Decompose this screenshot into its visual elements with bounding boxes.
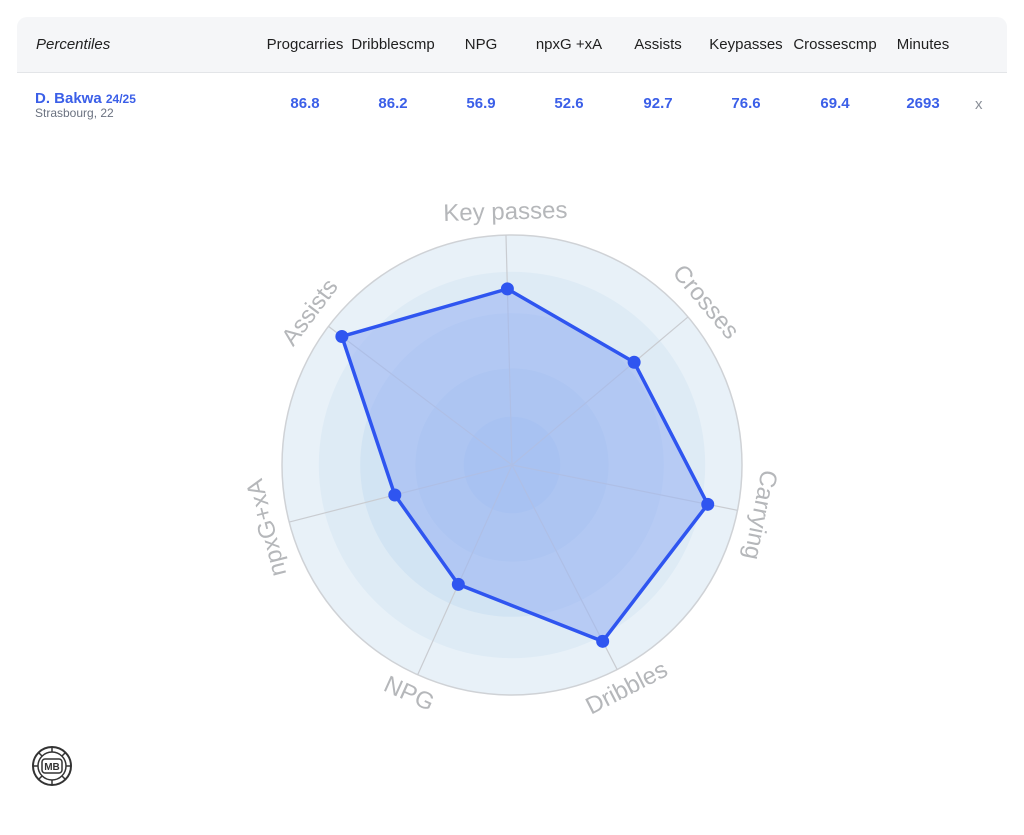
radar-data-point	[451, 577, 465, 591]
player-name-link[interactable]: D. Bakwa 24/25	[35, 90, 136, 107]
radar-data-point	[500, 282, 514, 296]
radar-data-point	[701, 497, 715, 511]
column-header[interactable]: Assists	[613, 17, 703, 72]
radar-data-point	[596, 634, 610, 648]
player-stat-value: 76.6	[731, 95, 761, 112]
player-name[interactable]: D. Bakwa	[35, 90, 102, 107]
player-stat-value: 86.8	[290, 95, 320, 112]
column-header-line: Dribbles	[351, 35, 407, 53]
column-header[interactable]: Minutes	[878, 17, 968, 72]
column-header[interactable]: Dribbles cmp	[348, 17, 438, 72]
table-header-row	[17, 17, 1007, 73]
column-header[interactable]: npxG +xA	[524, 17, 614, 72]
remove-player-button[interactable]: x	[975, 96, 983, 113]
column-header-line: Prog	[266, 35, 299, 53]
radar-data-point	[627, 355, 641, 369]
column-header-line: cmp	[848, 35, 877, 53]
radar-axis-label: Carrying	[738, 468, 782, 562]
percentiles-header: Percentiles	[36, 36, 111, 53]
column-header-line: Key	[709, 35, 736, 53]
radar-outer-ring	[281, 234, 743, 696]
player-stat-value: 2693	[906, 95, 940, 112]
column-header-line: Crosses	[793, 35, 849, 53]
player-subtitle: Strasbourg, 22	[35, 106, 114, 120]
column-header-line: cmp	[406, 35, 435, 53]
column-header-line: Assists	[634, 35, 682, 53]
column-header[interactable]: NPG	[436, 17, 526, 72]
radar-series	[335, 282, 715, 648]
player-stat-value: 52.6	[554, 95, 584, 112]
player-stat-value: 92.7	[643, 95, 673, 112]
column-header-line: passes	[735, 35, 783, 53]
column-header-line: carries	[298, 35, 344, 53]
brand-logo: MB	[32, 746, 72, 786]
column-header-line: npxG +xA	[535, 35, 603, 53]
player-season: 24/25	[105, 92, 136, 106]
column-header[interactable]: Key passes	[701, 17, 791, 72]
column-header[interactable]: Crosses cmp	[790, 17, 880, 72]
column-header[interactable]: Prog carries	[260, 17, 350, 72]
player-stat-value: 86.2	[378, 95, 408, 112]
player-stat-value: 69.4	[820, 95, 850, 112]
player-stat-value: 56.9	[466, 95, 496, 112]
radar-data-point	[335, 329, 349, 343]
logo-text: MB	[44, 762, 60, 773]
column-header-line: NPG	[464, 35, 498, 53]
radar-series-shape	[340, 287, 710, 644]
percentiles-table: Percentiles Prog carries Dribbles cmp NPG npx…	[0, 0, 1024, 140]
column-header-line: Minutes	[896, 35, 950, 53]
radar-axis-label: Key passes	[443, 197, 568, 227]
radar-data-point	[388, 488, 402, 502]
